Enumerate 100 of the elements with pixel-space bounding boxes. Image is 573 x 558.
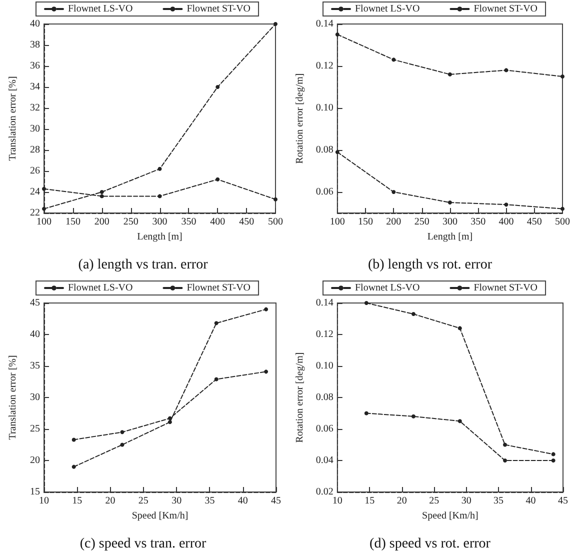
y-tick-label: 40: [30, 18, 40, 30]
y-tick-label: 0.12: [316, 60, 334, 72]
point: [42, 186, 46, 191]
point: [264, 370, 268, 374]
x-tick-label: 300: [152, 216, 168, 228]
y-tick-label: 36: [30, 60, 40, 72]
y-tick-label: 22: [30, 208, 40, 218]
point: [100, 194, 104, 198]
x-axis-title: Speed [Km/h]: [422, 510, 478, 522]
point: [120, 430, 124, 434]
point: [168, 420, 172, 424]
x-tick-label: 40: [526, 496, 536, 506]
x-axis-title: Speed [Km/h]: [132, 510, 188, 522]
point: [411, 312, 416, 316]
y-tick-label: 38: [30, 40, 40, 50]
y-tick-label: 30: [30, 124, 40, 134]
x-tick-label: 200: [386, 216, 402, 228]
point: [458, 326, 462, 330]
x-tick-label: 15: [364, 496, 375, 506]
x-tick-label: 30: [461, 496, 472, 506]
point: [214, 377, 218, 382]
x-tick-label: 25: [138, 496, 148, 506]
y-axis-title: Translation error [%]: [8, 76, 18, 161]
y-tick-label: 0.04: [316, 455, 334, 466]
y-tick-label: 34: [30, 82, 40, 92]
y-tick-label: 40: [30, 329, 40, 340]
x-tick-label: 40: [238, 496, 248, 506]
x-tick-label: 350: [181, 216, 196, 228]
y-tick-label: 24: [30, 186, 40, 198]
point: [448, 200, 452, 204]
text: (a) length vs tran. error: [78, 258, 208, 272]
legend-label: Flownet LS-VO: [68, 4, 133, 14]
x-tick-label: 30: [172, 496, 182, 506]
y-tick-label: 45: [30, 298, 40, 308]
x-tick-label: 450: [526, 216, 542, 228]
y-tick-label: 0.08: [316, 144, 334, 156]
point: [120, 442, 124, 447]
point: [72, 438, 76, 442]
point: [335, 32, 340, 36]
point: [216, 177, 220, 182]
y-tick-label: 26: [30, 166, 40, 176]
point: [551, 458, 556, 462]
legend-label: Flownet ST-VO: [474, 4, 538, 14]
x-tick-label: 100: [36, 216, 52, 228]
text: (c) speed vs tran. error: [80, 536, 206, 552]
legend-label: Flownet ST-VO: [186, 282, 251, 294]
point: [392, 58, 396, 62]
x-tick-label: 300: [442, 216, 458, 228]
legend-label: Flownet ST-VO: [474, 282, 538, 294]
y-tick-label: 0.10: [316, 102, 334, 114]
point: [560, 74, 564, 78]
x-tick-label: 15: [72, 496, 82, 506]
y-tick-label: 25: [30, 424, 40, 434]
point: [264, 307, 268, 312]
legend-label: Flownet ST-VO: [186, 4, 251, 14]
y-tick-label: 0.06: [316, 424, 334, 434]
x-tick-label: 350: [470, 216, 486, 228]
text: (b) length vs rot. error: [368, 258, 492, 272]
x-tick-label: 150: [358, 216, 374, 228]
x-tick-label: 500: [555, 216, 570, 228]
x-tick-label: 20: [105, 496, 116, 506]
y-tick-label: 0.10: [316, 360, 334, 372]
x-tick-label: 500: [268, 216, 283, 228]
y-tick-label: 28: [30, 144, 40, 156]
x-tick-label: 250: [414, 216, 430, 228]
point: [502, 442, 507, 447]
y-axis-title: Translation error [%]: [8, 355, 18, 440]
x-tick-label: 150: [65, 216, 80, 228]
point: [392, 190, 396, 194]
legend-label: Flownet LS-VO: [68, 282, 133, 294]
point: [274, 197, 278, 202]
y-tick-label: 35: [30, 360, 40, 372]
y-axis-title: Rotation error [deg/m]: [294, 73, 306, 164]
y-tick-label: 0.14: [316, 18, 334, 30]
point: [335, 150, 340, 154]
point: [364, 301, 368, 305]
point: [502, 458, 507, 462]
x-axis-title: Length [m]: [137, 231, 182, 242]
x-axis-title: Length [m]: [427, 231, 473, 242]
point: [411, 414, 416, 418]
x-tick-label: 400: [498, 216, 514, 228]
point: [551, 452, 556, 456]
x-tick-label: 200: [94, 216, 110, 228]
x-tick-label: 10: [332, 496, 342, 506]
legend-label: Flownet LS-VO: [355, 4, 420, 14]
x-tick-label: 25: [429, 496, 440, 506]
point: [72, 464, 76, 469]
x-tick-label: 400: [210, 216, 226, 228]
x-tick-label: 35: [494, 496, 504, 506]
point: [458, 419, 462, 424]
y-tick-label: 20: [30, 455, 40, 466]
point: [274, 22, 278, 26]
point: [364, 411, 368, 416]
point: [214, 321, 218, 326]
x-tick-label: 35: [204, 496, 215, 506]
point: [100, 190, 104, 194]
point: [42, 206, 46, 211]
y-tick-label: 0.08: [316, 392, 334, 403]
point: [158, 166, 162, 171]
point: [504, 202, 508, 207]
